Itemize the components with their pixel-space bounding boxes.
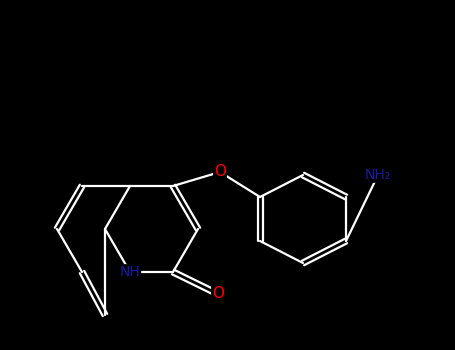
Text: NH₂: NH₂ bbox=[365, 168, 391, 182]
Text: O: O bbox=[212, 287, 224, 301]
Text: O: O bbox=[214, 164, 226, 180]
Text: NH: NH bbox=[120, 265, 141, 279]
